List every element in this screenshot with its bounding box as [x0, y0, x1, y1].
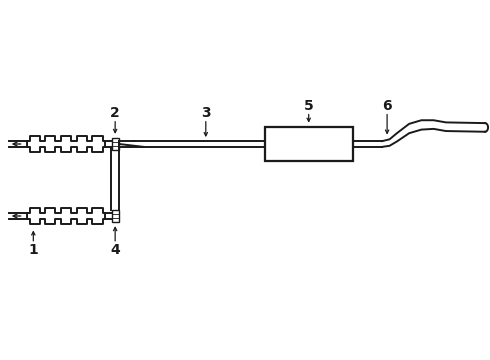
Text: 3: 3 [201, 107, 211, 120]
Bar [112, 138, 119, 150]
Text: 2: 2 [110, 107, 120, 120]
Text: 5: 5 [304, 99, 314, 113]
Text: 1: 1 [28, 243, 38, 257]
Text: 4: 4 [110, 243, 120, 257]
Bar [112, 210, 119, 222]
Text: 6: 6 [382, 99, 392, 113]
Bar [265, 127, 353, 161]
